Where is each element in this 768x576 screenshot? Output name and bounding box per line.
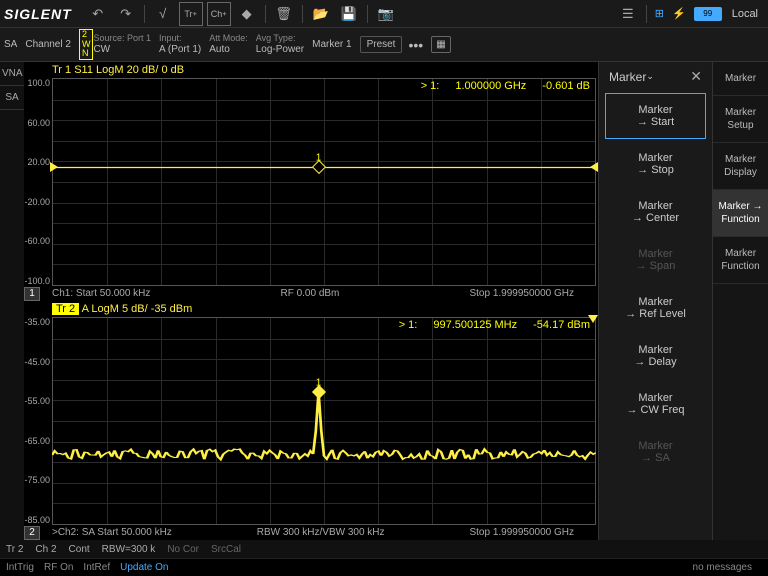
marker-action-2[interactable]: Marker→ Center: [605, 189, 706, 235]
input-field[interactable]: Input: A (Port 1): [159, 33, 201, 56]
local-label: Local: [732, 8, 758, 20]
layout-icon[interactable]: ▦: [431, 36, 450, 53]
chart1-y-axis: 100.0 60.00 20.00 -20.00 -60.00 -100.0: [24, 78, 50, 286]
bottom-messages: no messages: [693, 562, 752, 573]
power-icon: ⚡: [672, 7, 686, 20]
chart2-trace-badge: Tr 2: [52, 303, 79, 315]
marker-action-5[interactable]: Marker→ Delay: [605, 333, 706, 379]
mode-label[interactable]: SA: [4, 39, 17, 50]
chart2-marker-readout: > 1:997.500125 MHz-54.17 dBm: [383, 319, 590, 331]
channel-label[interactable]: Channel 2: [25, 39, 71, 50]
marker-action-0[interactable]: Marker→ Start: [605, 93, 706, 139]
avgtype-field[interactable]: Avg Type: Log-Power: [256, 33, 304, 56]
open-icon[interactable]: 📂: [309, 2, 333, 26]
chart2-y-axis: -35.00 -45.00 -55.00 -65.00 -75.00 -85.0…: [24, 317, 50, 525]
secondary-bar: SA Channel 2 2 W N Source: Port 1 CW Inp…: [0, 28, 768, 62]
status-bar: Tr 2 Ch 2 Cont RBW=300 k No Cor SrcCal: [0, 540, 768, 558]
bottom-bar: IntTrig RF On IntRef Update On no messag…: [0, 558, 768, 576]
source-field[interactable]: Source: Port 1 CW: [93, 33, 151, 56]
tr-add-icon[interactable]: Tr+: [179, 2, 203, 26]
ch-add-icon[interactable]: Ch+: [207, 2, 231, 26]
marker-action-4[interactable]: Marker→ Ref Level: [605, 285, 706, 331]
bottom-inttrig: IntTrig: [6, 562, 34, 573]
chart1-footer: 1 Ch1: Start 50.000 kHz RF 0.00 dBm Stop…: [24, 286, 598, 301]
save-icon[interactable]: 💾: [337, 2, 361, 26]
marker-icon[interactable]: ◆: [235, 2, 259, 26]
chart2-footer: 2 >Ch2: SA Start 50.000 kHz RBW 300 kHz/…: [24, 525, 598, 540]
marker1-label[interactable]: Marker 1: [312, 39, 351, 50]
status-trace: Tr 2: [6, 544, 23, 555]
trash-icon[interactable]: 🗑: [272, 2, 296, 26]
logo: SIGLENT: [4, 6, 72, 22]
chart-vna: Tr 1 S11 LogM 20 dB/ 0 dB 100.0 60.00 20…: [24, 62, 598, 301]
chart2-trace: [52, 317, 596, 525]
chart-sa: Tr 2 A LogM 5 dB/ -35 dBm -35.00 -45.00 …: [24, 301, 598, 540]
chart2-marker-label: 1: [316, 378, 322, 389]
bottom-rfon: RF On: [44, 562, 73, 573]
bottom-intref: IntRef: [83, 562, 110, 573]
side-tab-0[interactable]: Marker: [713, 62, 768, 96]
chart1-marker-label: 1: [316, 153, 322, 164]
chart1-trace: [52, 78, 596, 286]
marker-action-7: Marker→ SA: [605, 429, 706, 475]
tab-sa[interactable]: SA: [0, 86, 24, 110]
preset-button[interactable]: Preset: [360, 36, 403, 53]
right-panel: Marker ⌄ ✕ Marker→ StartMarker→ StopMark…: [598, 62, 768, 540]
trace-icon[interactable]: √: [151, 2, 175, 26]
chart2-header: Tr 2 A LogM 5 dB/ -35 dBm: [24, 301, 598, 317]
left-tabs: VNA SA: [0, 62, 24, 540]
top-toolbar: SIGLENT ↶ ↷ √ Tr+ Ch+ ◆ 🗑 📂 💾 📷 ☰ ⊞ ⚡ 99…: [0, 0, 768, 28]
camera-icon[interactable]: 📷: [374, 2, 398, 26]
battery-indicator: 99: [694, 7, 722, 21]
marker-action-1[interactable]: Marker→ Stop: [605, 141, 706, 187]
marker-action-6[interactable]: Marker→ CW Freq: [605, 381, 706, 427]
status-nocor: No Cor: [167, 544, 199, 555]
chart2-index: 2: [24, 526, 40, 540]
status-cont: Cont: [69, 544, 90, 555]
more-button[interactable]: •••: [408, 37, 423, 53]
tab-vna[interactable]: VNA: [0, 62, 24, 86]
bottom-update: Update On: [120, 562, 168, 573]
marker-action-3: Marker→ Span: [605, 237, 706, 283]
chart1-marker-readout: > 1:1.000000 GHz-0.601 dB: [405, 80, 590, 92]
undo-icon[interactable]: ↶: [86, 2, 110, 26]
chart1-header: Tr 1 S11 LogM 20 dB/ 0 dB: [24, 62, 598, 78]
side-tab-2[interactable]: MarkerDisplay: [713, 143, 768, 190]
side-tab-4[interactable]: MarkerFunction: [713, 237, 768, 284]
side-tab-1[interactable]: MarkerSetup: [713, 96, 768, 143]
channel-badge: 2 W N: [79, 29, 94, 61]
panel-title: Marker: [609, 70, 646, 84]
chart1-index: 1: [24, 287, 40, 301]
status-srccal: SrcCal: [211, 544, 241, 555]
network-icon: ⊞: [655, 7, 664, 20]
close-icon[interactable]: ✕: [690, 68, 702, 85]
menu-icon[interactable]: ☰: [616, 2, 640, 26]
status-rbw: RBW=300 k: [102, 544, 156, 555]
redo-icon[interactable]: ↷: [114, 2, 138, 26]
side-tab-3[interactable]: Marker →Function: [713, 190, 768, 237]
status-channel: Ch 2: [35, 544, 56, 555]
attmode-field[interactable]: Att Mode: Auto: [209, 33, 248, 56]
